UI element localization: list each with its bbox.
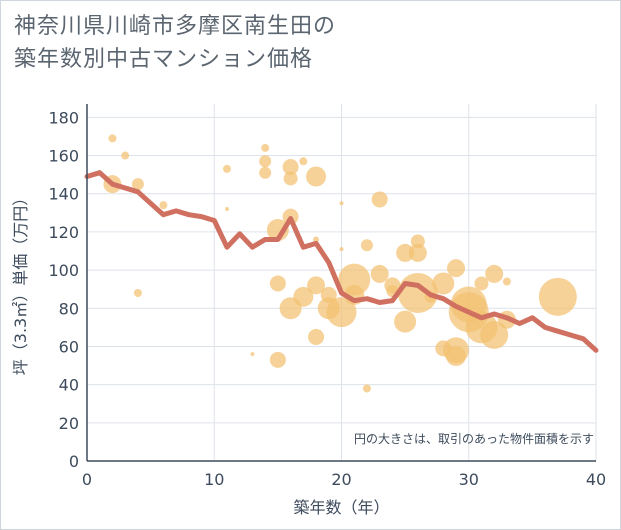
data-bubble (159, 201, 168, 210)
data-bubble (485, 264, 504, 283)
y-tick-label: 80 (59, 299, 79, 318)
data-bubble (266, 219, 289, 241)
y-tick-label: 0 (69, 452, 79, 471)
data-bubble (293, 286, 314, 307)
data-bubble (261, 143, 270, 152)
data-bubble (326, 297, 357, 328)
data-bubble (370, 264, 389, 283)
bubble-layer (103, 134, 577, 393)
y-tick-label: 180 (48, 108, 79, 127)
data-bubble (299, 157, 308, 166)
data-bubble (313, 236, 320, 243)
data-bubble (394, 310, 417, 333)
data-bubble (283, 171, 298, 186)
data-bubble (338, 263, 371, 296)
bubble-size-note: 円の大きさは、取引のあった物件面積を示す (354, 431, 594, 446)
data-bubble (250, 352, 255, 357)
data-bubble (222, 164, 231, 173)
chart-title-line-2: 築年数別中古マンション価格 (14, 47, 314, 72)
data-bubble (131, 178, 144, 191)
data-bubble (360, 239, 373, 252)
data-bubble (269, 351, 286, 368)
x-tick-label: 30 (459, 470, 479, 489)
y-tick-label: 40 (59, 376, 79, 395)
average-price-line (84, 170, 599, 353)
y-tick-labels: 0 20 40 60 80 100 120 140 160 180 (48, 108, 79, 471)
data-bubble (371, 191, 388, 208)
y-tick-label: 60 (59, 337, 79, 356)
axes (86, 104, 596, 462)
data-bubble (480, 321, 509, 349)
data-bubble (108, 134, 117, 143)
y-tick-label: 100 (48, 261, 79, 280)
data-bubble (339, 247, 344, 252)
y-axis-label: 坪（3.3㎡）単価（万円） (11, 190, 30, 375)
x-tick-label: 20 (331, 470, 351, 489)
data-bubble (306, 166, 327, 187)
chart-title-line-1: 神奈川県川崎市多摩区南生田の (14, 14, 337, 39)
data-bubble (259, 166, 272, 179)
data-bubble (259, 155, 272, 168)
data-bubble (339, 201, 344, 206)
data-bubble (224, 207, 229, 211)
data-bubble (396, 243, 415, 262)
data-bubble (121, 151, 130, 160)
data-bubble (538, 277, 577, 316)
x-axis-label: 築年数（年） (293, 498, 389, 517)
y-tick-label: 160 (48, 147, 79, 166)
data-bubble (502, 277, 511, 286)
y-tick-label: 20 (59, 414, 79, 433)
data-bubble (282, 159, 299, 175)
data-bubble (474, 276, 489, 291)
data-bubble (447, 259, 466, 278)
data-bubble (307, 276, 326, 295)
x-tick-labels: 0 10 20 30 40 (82, 470, 606, 489)
x-tick-label: 10 (204, 470, 224, 489)
chart-title: 神奈川県川崎市多摩区南生田の 築年数別中古マンション価格 (14, 10, 604, 76)
data-bubble (446, 346, 467, 366)
data-bubble (308, 328, 325, 345)
y-tick-label: 120 (48, 223, 79, 242)
data-bubble (269, 275, 286, 292)
data-bubble (133, 289, 142, 297)
x-tick-label: 0 (82, 470, 92, 489)
x-tick-label: 40 (586, 470, 606, 489)
data-bubble (362, 384, 371, 393)
y-tick-label: 140 (48, 185, 79, 204)
data-bubble (408, 243, 427, 262)
data-bubble (432, 272, 455, 295)
